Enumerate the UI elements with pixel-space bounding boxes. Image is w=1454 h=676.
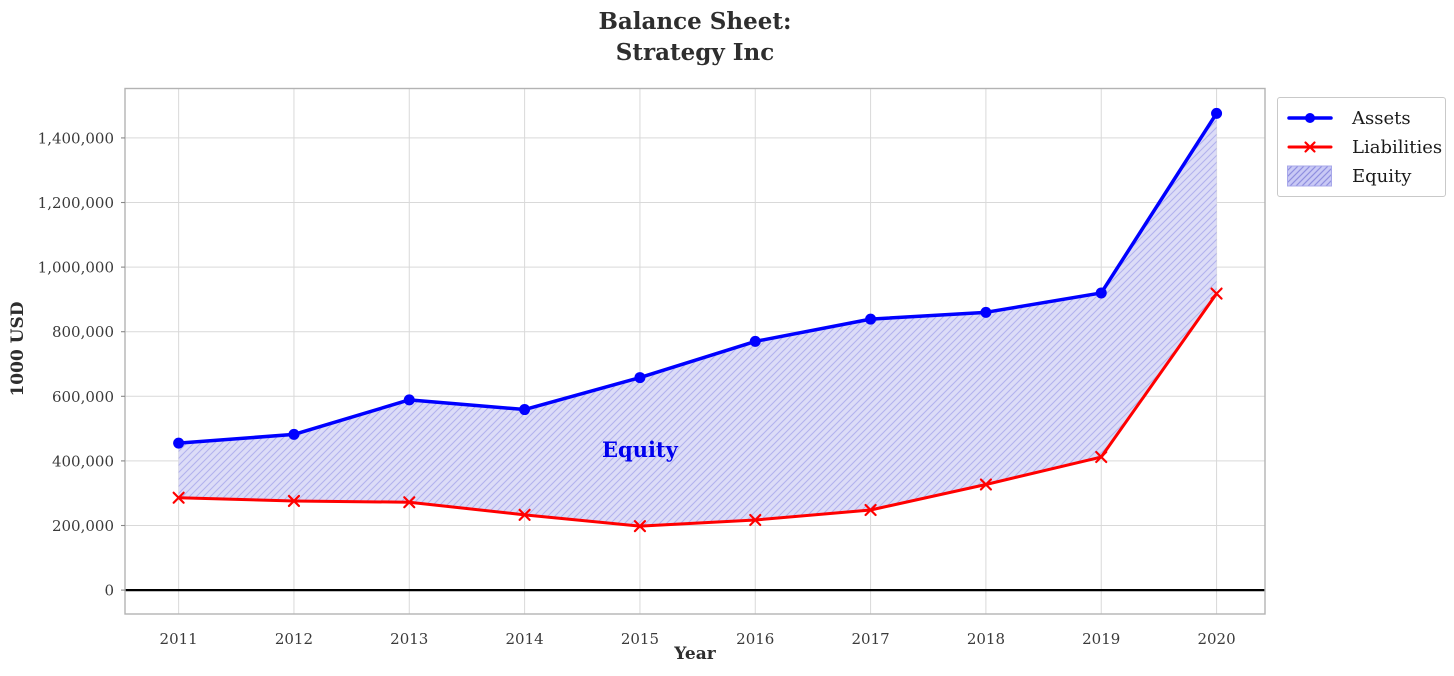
- x-axis-label: Year: [674, 644, 716, 664]
- assets-marker: [634, 372, 646, 384]
- y-tick-label: 200,000: [52, 517, 114, 535]
- assets-marker: [288, 428, 300, 440]
- liabilities-marker: [1095, 450, 1108, 464]
- assets-marker: [749, 335, 761, 347]
- legend-item-assets: Assets: [1287, 105, 1436, 131]
- y-tick-label: 400,000: [52, 452, 114, 470]
- y-tick-label: 1,000,000: [38, 259, 114, 277]
- x-tick-label: 2015: [621, 630, 659, 648]
- equity-annotation: Equity: [602, 437, 679, 462]
- liabilities-marker: [979, 478, 993, 491]
- x-tick-label: 2017: [851, 630, 889, 648]
- chart-title: Balance Sheet: Strategy Inc: [598, 8, 792, 66]
- x-tick-label: 2012: [275, 630, 313, 648]
- assets-marker: [980, 306, 992, 318]
- assets-marker: [519, 404, 531, 416]
- equity-swatch-icon: [1287, 165, 1332, 187]
- liabilities-marker: [403, 496, 416, 509]
- legend-label: Assets: [1352, 107, 1411, 129]
- y-tick-label: 1,400,000: [38, 129, 114, 147]
- y-tick-label: 600,000: [52, 388, 114, 406]
- y-tick-label: 1,200,000: [38, 194, 114, 212]
- legend-label: Liabilities: [1352, 136, 1443, 158]
- legend-item-equity: Equity: [1287, 163, 1436, 189]
- liabilities-marker: [287, 494, 301, 508]
- y-tick-label: 800,000: [52, 323, 114, 341]
- assets-line: [176, 111, 1219, 445]
- assets-marker: [865, 313, 877, 325]
- x-tick-label: 2018: [967, 630, 1005, 648]
- x-tick-label: 2014: [506, 630, 544, 648]
- liabilities-marker: [633, 520, 647, 533]
- equity-area: [178, 113, 1217, 527]
- x-tick-label: 2020: [1197, 630, 1235, 648]
- assets-swatch-icon: [1287, 113, 1333, 123]
- assets-marker: [1095, 287, 1107, 299]
- x-tick-label: 2011: [160, 630, 198, 648]
- liabilities-marker: [172, 491, 185, 504]
- x-tick-label: 2013: [390, 630, 428, 648]
- plot-frame: [124, 87, 1266, 615]
- y-tick-label: 0: [104, 582, 114, 600]
- legend-item-liabilities: Liabilities: [1287, 134, 1442, 160]
- liabilities-line: [177, 292, 1219, 528]
- liabilities-marker: [864, 503, 877, 517]
- liabilities-marker: [1210, 287, 1223, 300]
- assets-marker: [173, 437, 185, 449]
- legend: Assets Liabilities Equity: [1277, 97, 1446, 197]
- x-tick-label: 2019: [1082, 630, 1120, 648]
- liabilities-marker: [749, 513, 762, 527]
- assets-marker: [403, 394, 415, 406]
- liabilities-marker: [518, 508, 531, 521]
- assets-marker: [1211, 107, 1223, 119]
- legend-label: Equity: [1352, 165, 1412, 187]
- liabilities-swatch-icon: [1287, 141, 1333, 153]
- x-tick-label: 2016: [736, 630, 774, 648]
